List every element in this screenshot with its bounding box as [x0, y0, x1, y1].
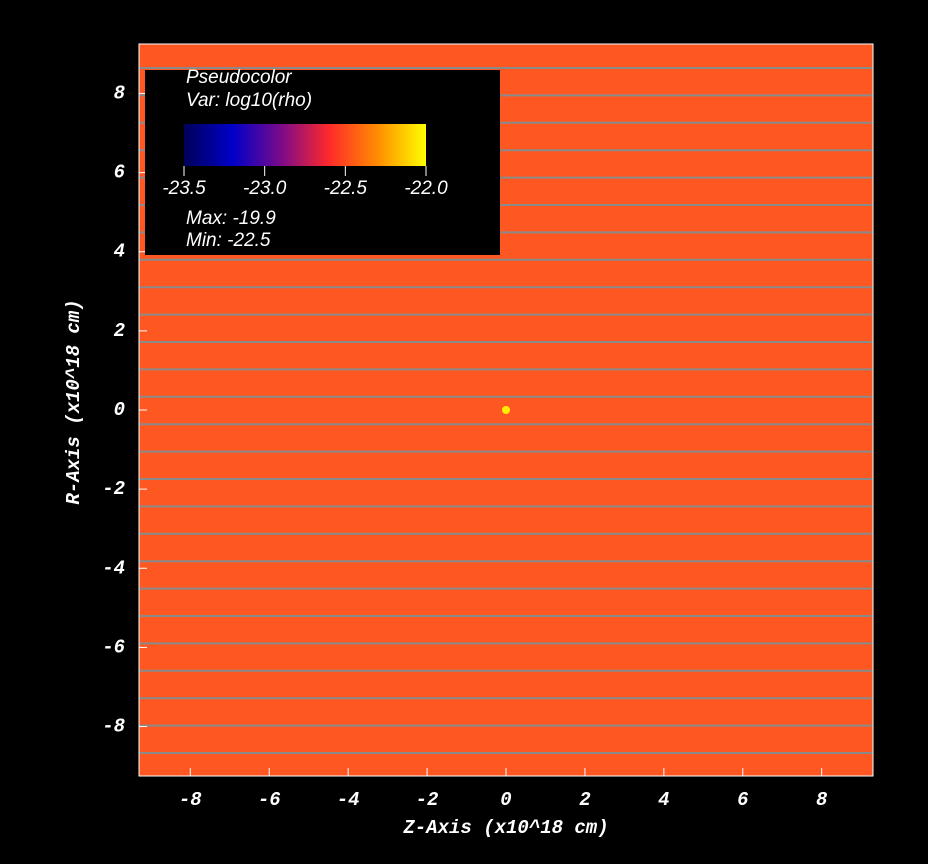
y-tick-label: 8	[114, 82, 125, 104]
y-axis-label: R-Axis (x10^18 cm)	[63, 299, 85, 504]
legend-max: Max: -19.9	[186, 208, 276, 229]
x-tick-label: 0	[500, 789, 511, 811]
colorbar-tick-label: -23.5	[162, 178, 206, 199]
y-tick-label: -4	[102, 557, 125, 579]
y-tick-label: 2	[114, 320, 125, 342]
y-tick-label: 0	[114, 399, 125, 421]
x-tick-label: -2	[416, 789, 439, 811]
legend-min: Min: -22.5	[186, 230, 271, 251]
x-tick-label: -6	[258, 789, 281, 811]
y-tick-label: 4	[114, 241, 125, 263]
legend-title: Pseudocolor	[186, 67, 292, 88]
colorbar-tick-label: -22.5	[324, 178, 368, 199]
colorbar	[184, 124, 426, 166]
x-tick-label: -4	[337, 789, 360, 811]
y-tick-label: 6	[114, 162, 125, 184]
y-tick-label: -6	[102, 636, 125, 658]
legend-variable: Var: log10(rho)	[186, 90, 312, 111]
colorbar-tick-label: -23.0	[243, 178, 287, 199]
colorbar-tick-label: -22.0	[404, 178, 448, 199]
x-tick-label: 4	[658, 789, 669, 811]
x-tick-label: 2	[579, 789, 590, 811]
y-tick-label: -8	[102, 716, 125, 738]
x-tick-label: 8	[816, 789, 827, 811]
x-tick-label: -8	[179, 789, 202, 811]
x-tick-label: 6	[737, 789, 748, 811]
y-tick-label: -2	[102, 478, 125, 500]
data-point	[502, 406, 510, 414]
x-axis-label: Z-Axis (x10^18 cm)	[402, 817, 608, 839]
